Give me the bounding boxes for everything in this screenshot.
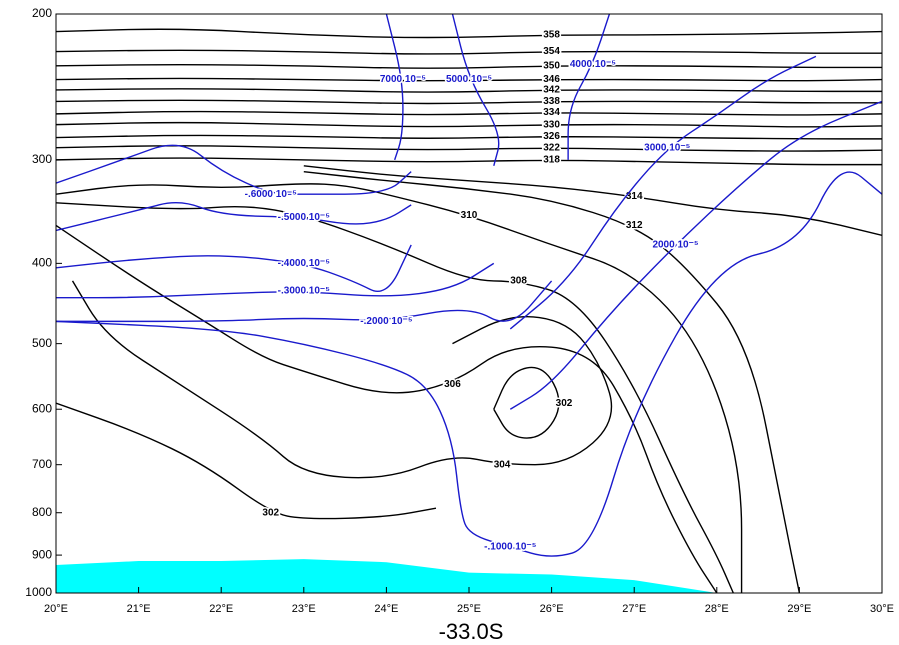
contour-line: [303, 170, 801, 593]
contour-line: [56, 134, 882, 140]
x-tick-label: 23°E: [292, 603, 316, 615]
contour-label: -.5000 10⁻⁵: [278, 212, 331, 223]
contour-line: [71, 280, 613, 479]
contour-line: [56, 224, 718, 593]
x-tick-label: 27°E: [622, 603, 646, 615]
x-tick-label: 21°E: [127, 603, 151, 615]
contour-line: [56, 110, 882, 116]
y-tick-label: 400: [32, 256, 52, 270]
contour-label: 326: [543, 131, 560, 142]
contour-label: 338: [543, 96, 560, 107]
x-tick-label: 22°E: [209, 603, 233, 615]
y-tick-label: 900: [32, 547, 52, 561]
contour-label: -.4000 10⁻⁵: [278, 258, 331, 269]
contour-line: [56, 88, 882, 93]
y-tick-label: 600: [32, 401, 52, 415]
contour-label: 318: [543, 155, 560, 166]
contour-line: [303, 165, 882, 236]
contour-line: [509, 100, 882, 410]
contour-line: [451, 14, 500, 166]
contour-label: 312: [626, 220, 643, 231]
contour-label: 4000 10⁻⁵: [570, 59, 616, 70]
contour-line: [56, 280, 553, 323]
contour-line: [56, 157, 882, 166]
contour-label: 322: [543, 142, 560, 153]
contour-line: [567, 14, 611, 160]
contour-line: [56, 77, 882, 82]
contour-label: 5000 10⁻⁵: [446, 74, 492, 85]
contour-line: [56, 402, 437, 520]
contour-label: 342: [543, 85, 560, 96]
contour-label: 308: [510, 276, 527, 287]
contour-label: 310: [461, 210, 478, 221]
y-tick-label: 800: [32, 505, 52, 519]
x-tick-label: 24°E: [374, 603, 398, 615]
y-tick-label: 300: [32, 152, 52, 166]
plot-area: 3023023043063083103123143183223263303343…: [56, 14, 882, 593]
chart-title: -33.0S: [439, 619, 504, 644]
contour-line: [56, 262, 495, 299]
y-tick-label: 700: [32, 457, 52, 471]
contour-label: 2000 10⁻⁵: [652, 240, 698, 251]
contour-label: 304: [494, 459, 511, 470]
y-tick-label: 500: [32, 336, 52, 350]
contour-line: [56, 244, 412, 292]
x-tick-label: 30°E: [870, 603, 894, 615]
terrain: [56, 559, 882, 593]
contour-line: [56, 63, 882, 69]
contour-line: [56, 99, 882, 105]
y-tick-label: 1000: [25, 585, 52, 599]
contour-line: [56, 144, 412, 195]
contour-label: -.6000 10⁻⁵: [245, 189, 298, 200]
contour-line: [56, 49, 882, 55]
contour-label: 302: [556, 398, 573, 409]
y-tick-label: 200: [32, 6, 52, 20]
x-tick-label: 20°E: [44, 603, 68, 615]
contour-label: 358: [543, 30, 560, 41]
contour-label: 306: [444, 379, 461, 390]
contour-label: 334: [543, 107, 560, 118]
contour-label: 350: [543, 60, 560, 71]
contour-line: [56, 171, 882, 557]
contour-line: [56, 28, 882, 39]
x-tick-label: 28°E: [705, 603, 729, 615]
contour-label: 354: [543, 46, 560, 57]
contour-line: [56, 202, 412, 232]
contour-label: -.1000 10⁻⁵: [484, 542, 537, 553]
contour-line: [493, 366, 560, 439]
contour-line: [56, 202, 734, 593]
contour-label: 346: [543, 74, 560, 85]
contour-line: [385, 14, 404, 161]
contour-label: 330: [543, 119, 560, 130]
contour-label: 7000 10⁻⁵: [380, 74, 426, 85]
contour-line: [56, 183, 743, 593]
contour-line: [509, 55, 817, 330]
contour-label: 302: [262, 507, 279, 518]
contour-line: [56, 121, 882, 128]
x-tick-label: 26°E: [540, 603, 564, 615]
contour-label: -.3000 10⁻⁵: [278, 286, 331, 297]
x-tick-label: 29°E: [787, 603, 811, 615]
x-tick-label: 25°E: [457, 603, 481, 615]
contour-label: -.2000 10⁻⁵: [360, 316, 413, 327]
contour-label: 3000 10⁻⁵: [644, 142, 690, 153]
